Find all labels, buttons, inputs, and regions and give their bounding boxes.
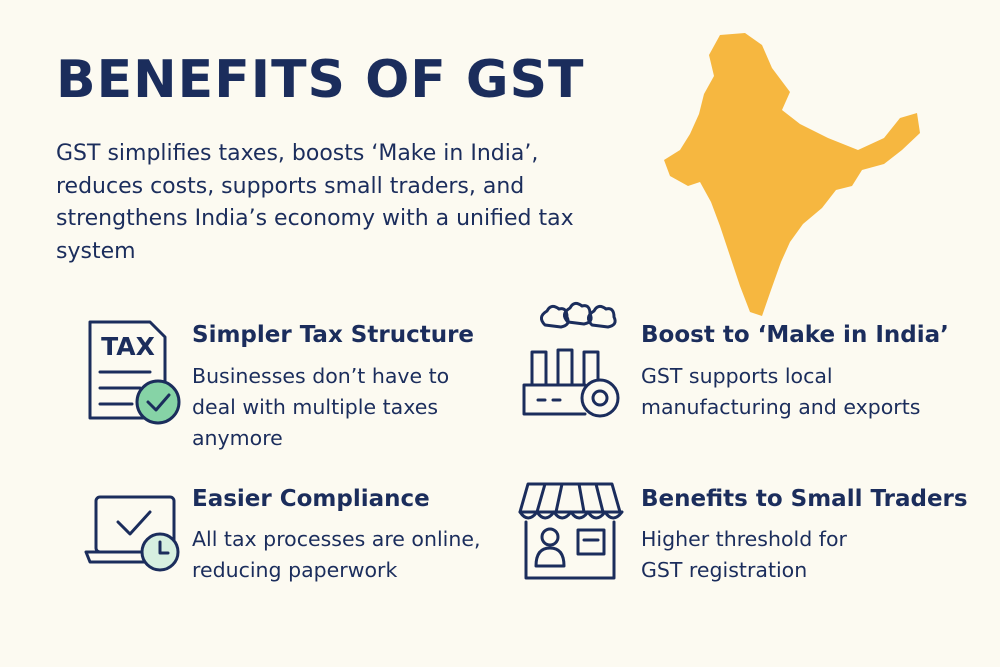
title: BENEFITS OF GST	[56, 50, 585, 110]
intro: GST simplifies taxes, boosts ‘Make in In…	[56, 141, 574, 264]
benefit-description: Higher threshold for GST registration	[641, 527, 847, 582]
shop-icon	[518, 482, 624, 580]
benefit-description: GST supports local manufacturing and exp…	[641, 364, 921, 419]
tax-label: TAX	[101, 332, 155, 361]
india-map	[664, 33, 920, 316]
benefit-title: Benefits to Small Traders	[641, 486, 968, 512]
benefit-description: Businesses don’t have to deal with multi…	[192, 364, 450, 450]
benefit-title: Boost to ‘Make in India’	[641, 322, 949, 348]
tax-icon: TAX	[88, 320, 181, 425]
benefit-description: All tax processes are online, reducing p…	[192, 527, 481, 582]
factory-icon	[522, 301, 620, 418]
laptop-icon	[84, 495, 180, 572]
benefit-title: Easier Compliance	[192, 486, 430, 512]
benefit-title: Simpler Tax Structure	[192, 322, 475, 348]
